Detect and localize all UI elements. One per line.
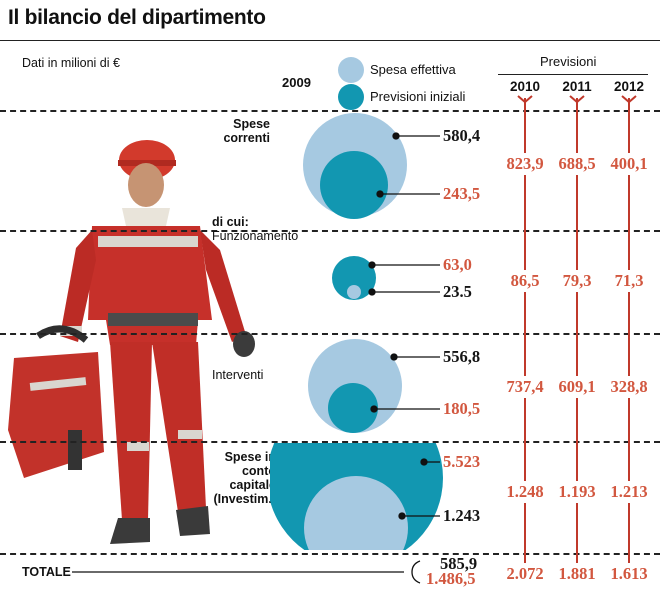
- firefighter-illustration: [8, 140, 255, 544]
- legend-year: 2009: [282, 75, 311, 90]
- legend-actual-label: Spesa effettiva: [370, 62, 456, 77]
- legend-initial-label: Previsioni iniziali: [370, 89, 466, 104]
- category-label-line: capitale: [229, 478, 276, 492]
- bubble-funzionamento-actual: [347, 285, 361, 299]
- value-interventi-initial: 180,5: [443, 399, 481, 418]
- total-actual: 585,9: [440, 554, 478, 573]
- total-initial: 1.486,5: [426, 569, 476, 588]
- category-label-line: (Investim.): [213, 492, 276, 506]
- value-spese-correnti-initial: 243,5: [443, 184, 481, 203]
- value-capitale-initial: 5.523: [443, 452, 481, 471]
- forecast-spese-correnti-2010: 823,9: [499, 153, 551, 175]
- category-label-line: conto: [241, 464, 276, 478]
- forecast-interventi-2010: 737,4: [499, 376, 551, 398]
- bubble-capitale-actual: [304, 476, 408, 550]
- forecast-year-2012: 2012: [613, 79, 645, 94]
- forecast-capitale-2010: 1.248: [499, 481, 551, 503]
- total-forecast-2011: 1.881: [551, 563, 603, 585]
- forecast-interventi-2012: 328,8: [603, 376, 655, 398]
- legend-initial-swatch: [338, 84, 364, 110]
- value-spese-correnti-actual: 580,4: [443, 126, 481, 145]
- category-label-spese-correnti: Spese correnti: [180, 117, 270, 145]
- forecast-spese-correnti-2011: 688,5: [551, 153, 603, 175]
- forecast-capitale-2011: 1.193: [551, 481, 603, 503]
- total-label: TOTALE: [22, 565, 71, 579]
- value-funzionamento-actual: 23.5: [443, 282, 472, 301]
- forecast-funzionamento-2012: 71,3: [603, 270, 655, 292]
- bubble-spese-correnti-initial: [320, 151, 388, 219]
- category-label-line: Spese: [233, 117, 270, 131]
- value-interventi-actual: 556,8: [443, 347, 481, 366]
- row-separator-2: [0, 230, 660, 232]
- category-label-line: di cui:: [212, 215, 249, 229]
- forecast-header-rule: [498, 74, 648, 75]
- category-label-line: Spese in: [224, 450, 276, 464]
- page-title: Il bilancio del dipartimento: [8, 6, 266, 29]
- legend-actual-swatch: [338, 57, 364, 83]
- row-separator-4: [0, 441, 660, 443]
- bubble-funzionamento-initial: [332, 256, 376, 300]
- row-separator-1: [0, 110, 660, 112]
- forecast-year-2010: 2010: [509, 79, 541, 94]
- category-label-line: correnti: [223, 131, 270, 145]
- category-label-line: Funzionamento: [212, 229, 299, 243]
- forecast-year-2011: 2011: [562, 79, 592, 94]
- total-forecast-2012: 1.613: [603, 563, 655, 585]
- forecast-header: Previsioni: [540, 54, 597, 69]
- row-separator-3: [0, 333, 660, 335]
- row-separator-5: [0, 553, 660, 555]
- category-label-line: Interventi: [212, 368, 264, 382]
- forecast-spese-correnti-2012: 400,1: [603, 153, 655, 175]
- bubble-interventi-initial: [328, 383, 378, 433]
- category-label-conto-capitale: Spese in conto capitale (Investim.): [196, 450, 276, 506]
- units-note: Dati in milioni di €: [22, 56, 120, 70]
- forecast-funzionamento-2010: 86,5: [499, 270, 551, 292]
- total-forecast-2010: 2.072: [499, 563, 551, 585]
- value-capitale-actual: 1.243: [443, 506, 481, 525]
- value-funzionamento-initial: 63,0: [443, 255, 472, 274]
- category-label-interventi: Interventi: [212, 368, 263, 382]
- forecast-interventi-2011: 609,1: [551, 376, 603, 398]
- title-divider: [0, 40, 660, 41]
- category-label-funzionamento: di cui: Funzionamento: [212, 215, 332, 243]
- forecast-funzionamento-2011: 79,3: [551, 270, 603, 292]
- forecast-capitale-2012: 1.213: [603, 481, 655, 503]
